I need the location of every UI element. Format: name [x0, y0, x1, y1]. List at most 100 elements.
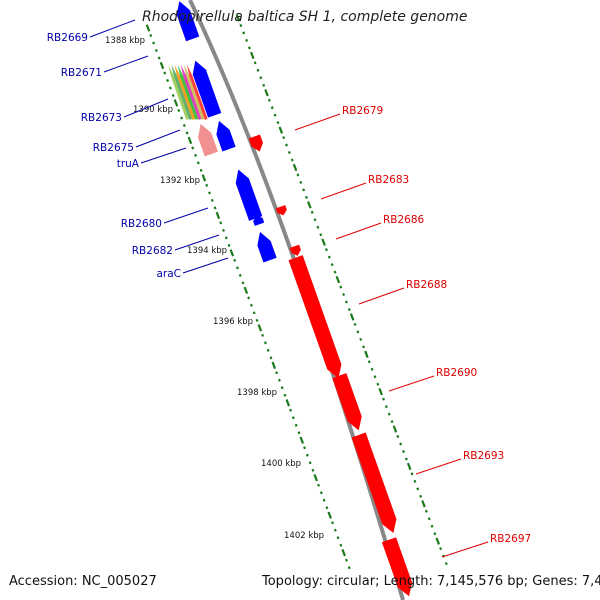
- inner-tick-mark: [333, 528, 337, 532]
- outer-tick-mark: [253, 61, 257, 65]
- gene-rb2693: [351, 432, 397, 534]
- left-gene-label: RB2669: [47, 32, 88, 44]
- outer-tick-mark: [364, 350, 369, 358]
- outer-tick-mark: [370, 367, 374, 371]
- outer-tick-mark: [367, 360, 371, 364]
- outer-tick-mark: [307, 201, 312, 209]
- outer-tick-mark: [270, 106, 274, 110]
- outer-tick-mark: [292, 163, 298, 172]
- outer-tick-mark: [416, 487, 420, 491]
- inner-tick-mark: [241, 281, 245, 285]
- outer-tick-mark: [356, 330, 360, 334]
- inner-tick-mark: [149, 33, 153, 38]
- gene-rb2675: [216, 120, 236, 152]
- inner-tick-mark: [308, 461, 312, 465]
- inner-tick-mark: [219, 221, 223, 225]
- left-leader-line: [163, 207, 209, 224]
- kbp-label: 1402 kbp: [284, 531, 324, 541]
- gene-rb2688: [288, 255, 342, 379]
- inner-tick-mark: [347, 566, 351, 570]
- right-gene-label: RB2697: [490, 533, 531, 545]
- inner-tick-mark: [277, 378, 281, 382]
- inner-tick-mark: [222, 228, 225, 232]
- left-gene-label: RB2673: [81, 112, 122, 124]
- left-leader-line: [103, 55, 149, 73]
- inner-tick-mark: [255, 318, 259, 322]
- inner-tick-mark: [166, 78, 170, 82]
- outer-tick-mark: [406, 462, 412, 471]
- inner-tick-mark: [313, 474, 318, 482]
- right-leader-line: [441, 541, 489, 558]
- outer-tick-mark: [378, 388, 383, 396]
- left-leader-line: [140, 147, 187, 164]
- outer-tick-mark: [433, 532, 437, 536]
- map-title: Rhodopirellula baltica SH 1, complete ge…: [142, 9, 468, 25]
- inner-tick-mark: [261, 333, 265, 337]
- right-leader-line: [320, 182, 367, 200]
- outer-tick-mark: [256, 68, 260, 72]
- inner-tick-mark: [227, 243, 231, 247]
- inner-tick-mark: [263, 341, 267, 345]
- inner-tick-mark: [173, 99, 179, 107]
- inner-tick-mark: [238, 273, 242, 277]
- outer-tick-mark: [430, 524, 434, 528]
- inner-tick-mark: [319, 491, 323, 495]
- outer-tick-mark: [316, 225, 320, 229]
- gene-rb2690: [332, 373, 362, 431]
- topology-text: Topology: circular; Length: 7,145,576 bp…: [262, 574, 600, 589]
- outer-tick-mark: [376, 382, 380, 386]
- outer-tick-mark: [330, 263, 334, 267]
- inner-tick-mark: [182, 123, 186, 127]
- inner-tick-mark: [269, 356, 273, 360]
- kbp-label: 1400 kbp: [261, 459, 301, 469]
- gene-rb2682: [253, 215, 265, 226]
- inner-tick-mark: [280, 386, 284, 390]
- kbp-label: 1394 kbp: [187, 246, 227, 256]
- inner-tick-mark: [297, 431, 301, 435]
- outer-tick-mark: [419, 494, 423, 498]
- outer-tick-mark: [333, 270, 337, 274]
- inner-tick-mark: [249, 303, 253, 307]
- inner-tick-mark: [294, 423, 298, 427]
- right-leader-line: [415, 458, 462, 475]
- outer-tick-mark: [327, 255, 331, 259]
- outer-tick-mark: [299, 180, 303, 184]
- inner-tick-mark: [303, 446, 306, 450]
- right-leader-line: [294, 113, 341, 131]
- outer-tick-mark: [325, 248, 328, 252]
- inner-tick-mark: [157, 56, 161, 60]
- right-leader-line: [388, 375, 435, 392]
- inner-tick-mark: [199, 168, 203, 172]
- outer-tick-mark: [435, 537, 441, 545]
- left-leader-line: [174, 234, 220, 251]
- outer-tick-mark: [349, 313, 355, 321]
- inner-tick-mark: [311, 468, 315, 472]
- outer-tick-mark: [402, 449, 405, 453]
- outer-tick-mark: [392, 425, 398, 433]
- kbp-labels: 1388 kbp 1390 kbp 1392 kbp 1394 kbp 1396 kbp…: [105, 36, 324, 541]
- right-gene-label: RB2690: [436, 367, 477, 379]
- inner-tick-mark: [210, 198, 214, 202]
- left-leader-line: [182, 257, 229, 274]
- gene-rb2697: [381, 537, 413, 597]
- inner-tick-mark: [163, 71, 167, 75]
- inner-tick-mark: [191, 146, 195, 150]
- outer-tick-mark: [342, 293, 346, 297]
- gene-rb2673-stripe: [174, 64, 196, 120]
- outer-tick-mark: [335, 275, 341, 284]
- right-gene-label: RB2683: [368, 174, 409, 186]
- inner-tick-mark: [215, 211, 221, 220]
- outer-tick-mark: [387, 412, 391, 416]
- kbp-label: 1390 kbp: [133, 105, 173, 115]
- gene-rb2671: [192, 60, 222, 118]
- right-gene-label: RB2679: [342, 105, 383, 117]
- inner-tick-mark: [266, 348, 270, 352]
- inner-tick-mark: [201, 174, 207, 182]
- right-gene-labels: RB2679 RB2683 RB2686 RB2688 RB2690 RB2693 RB26…: [294, 105, 531, 558]
- outer-tick-mark: [382, 397, 385, 401]
- outer-tick-mark: [421, 500, 426, 508]
- inner-tick-mark: [339, 543, 343, 547]
- right-gene-label: RB2688: [406, 279, 447, 291]
- outer-tick-mark: [242, 31, 246, 35]
- outer-tick-mark: [247, 46, 251, 50]
